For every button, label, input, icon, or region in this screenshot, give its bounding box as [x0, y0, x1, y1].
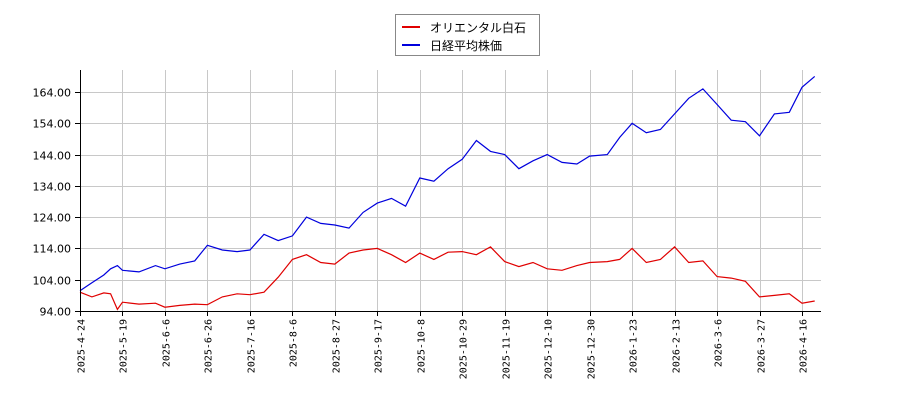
y-tick-label: 144.00 — [33, 150, 72, 163]
x-tick-label: 2025-10-8 — [417, 319, 428, 373]
x-tick-label: 2025-11-19 — [502, 319, 513, 379]
y-tick-label: 134.00 — [33, 181, 72, 194]
y-tick-label: 124.00 — [33, 212, 72, 225]
legend-swatch-red-line-icon — [402, 26, 420, 28]
x-tick-label: 2026-4-16 — [799, 319, 810, 373]
x-tick-label: 2025-10-29 — [459, 319, 470, 379]
legend-swatch-blue-line-icon — [402, 44, 420, 46]
x-tick-label: 2025-4-24 — [77, 319, 88, 373]
y-tick-label: 104.00 — [33, 275, 72, 288]
series-line-oriental-shiraishi — [79, 246, 815, 311]
chart-legend: オリエンタル白石 日経平均株価 — [395, 14, 540, 56]
legend-label: 日経平均株価 — [430, 38, 503, 53]
x-tick-label: 2025-8-27 — [332, 319, 343, 373]
y-tick-label: 114.00 — [33, 243, 72, 256]
x-axis-ticks: 2025-4-24 2025-5-19 2025-6-6 2025-6-26 2025-… — [77, 311, 810, 379]
x-tick-label: 2025-5-19 — [119, 319, 130, 373]
y-tick-label: 94.00 — [40, 306, 72, 319]
grid-lines — [80, 70, 821, 311]
axes — [80, 70, 821, 312]
y-tick-label: 164.00 — [33, 87, 72, 100]
x-tick-label: 2025-7-16 — [247, 319, 258, 373]
legend-item-oriental-shiraishi: オリエンタル白石 — [402, 18, 526, 36]
x-tick-label: 2025-6-6 — [162, 319, 173, 367]
legend-item-nikkei-average: 日経平均株価 — [402, 36, 502, 54]
y-tick-label: 154.00 — [33, 118, 72, 131]
x-tick-label: 2025-6-26 — [204, 319, 215, 373]
x-tick-label: 2025-12-30 — [587, 319, 598, 379]
data-series — [79, 75, 816, 311]
series-line-nikkei-average — [79, 75, 816, 292]
x-tick-label: 2026-3-27 — [757, 319, 768, 373]
y-axis-ticks: 94.00 104.00 114.00 124.00 134.00 144.00 154.0… — [33, 87, 80, 319]
x-tick-label: 2026-3-6 — [714, 319, 725, 367]
x-tick-label: 2025-9-17 — [374, 319, 385, 373]
x-tick-label: 2025-12-10 — [544, 319, 555, 379]
legend-label: オリエンタル白石 — [430, 20, 527, 35]
x-tick-label: 2026-2-13 — [672, 319, 683, 373]
x-tick-label: 2025-8-6 — [289, 319, 300, 367]
x-tick-label: 2026-1-23 — [629, 319, 640, 373]
